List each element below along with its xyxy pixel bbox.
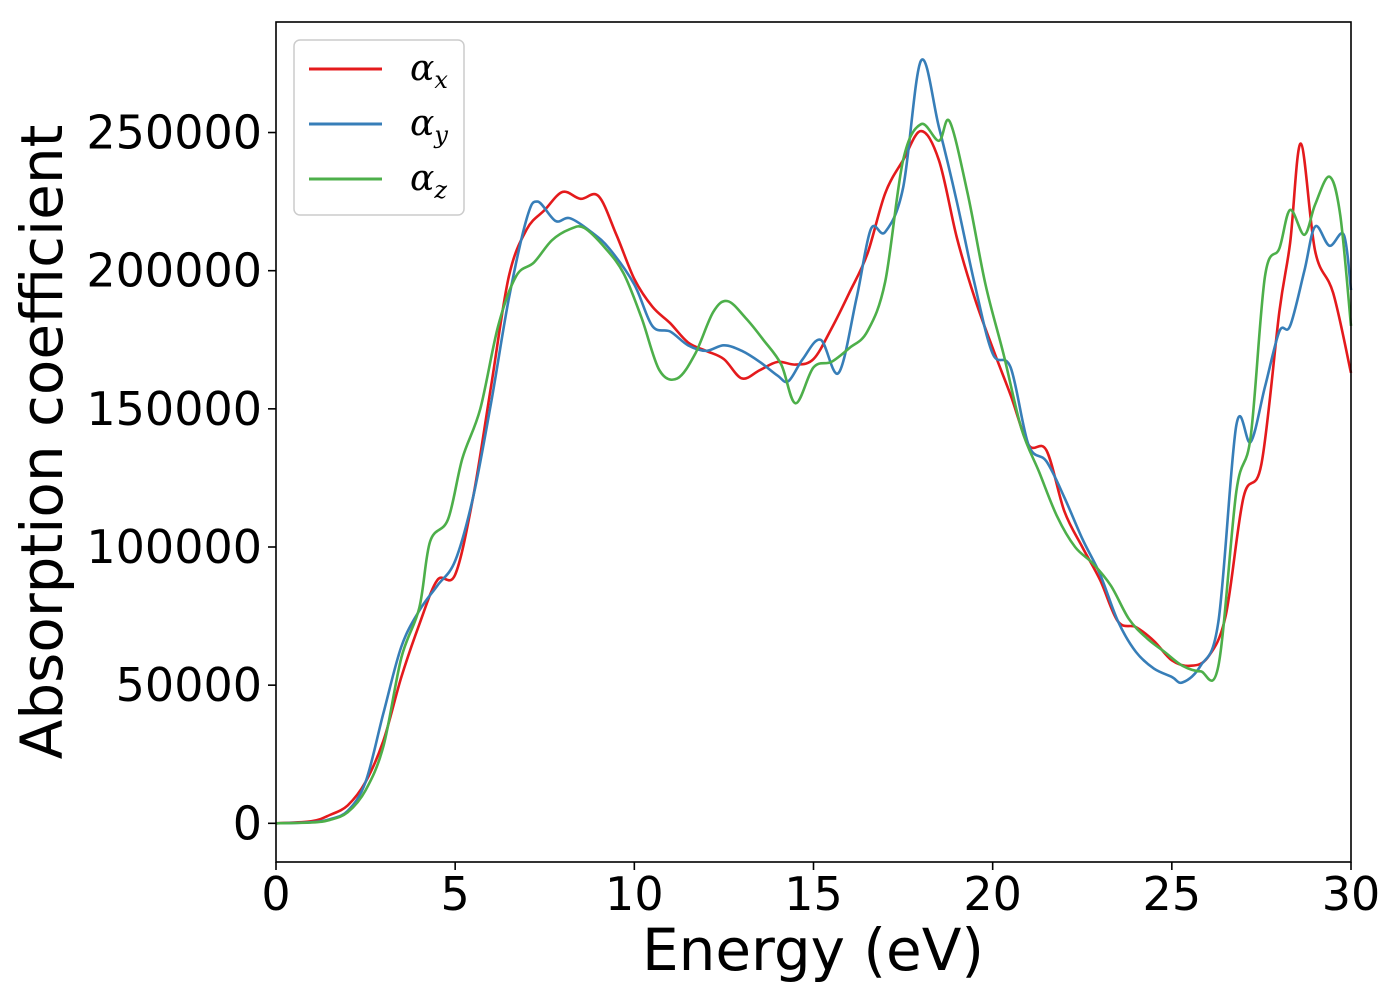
y-tick-label: 250000 (86, 106, 262, 160)
y-tick-label: 200000 (86, 244, 262, 298)
x-tick-label: 10 (605, 867, 664, 921)
y-tick-label: 0 (233, 796, 262, 850)
x-tick-label: 20 (963, 867, 1022, 921)
x-axis-ticks: 0 5 10 15 20 25 30 (261, 862, 1380, 921)
x-tick-label: 0 (261, 867, 290, 921)
series-line-z (275, 118, 1353, 825)
y-tick-label: 50000 (116, 658, 262, 712)
series-line-y (275, 58, 1353, 825)
y-tick-label: 100000 (86, 520, 262, 574)
legend-box (293, 39, 465, 216)
y-axis-title: Absorption coefficient (8, 125, 76, 760)
series-layer (275, 58, 1353, 825)
y-tick-label: 150000 (86, 382, 262, 436)
x-tick-label: 5 (441, 867, 470, 921)
x-tick-label: 30 (1322, 867, 1381, 921)
y-axis-ticks: 0 50000 100000 150000 200000 250000 (86, 106, 276, 850)
x-axis-title: Energy (eV) (642, 916, 984, 984)
x-tick-label: 25 (1143, 867, 1202, 921)
x-tick-label: 15 (784, 867, 843, 921)
